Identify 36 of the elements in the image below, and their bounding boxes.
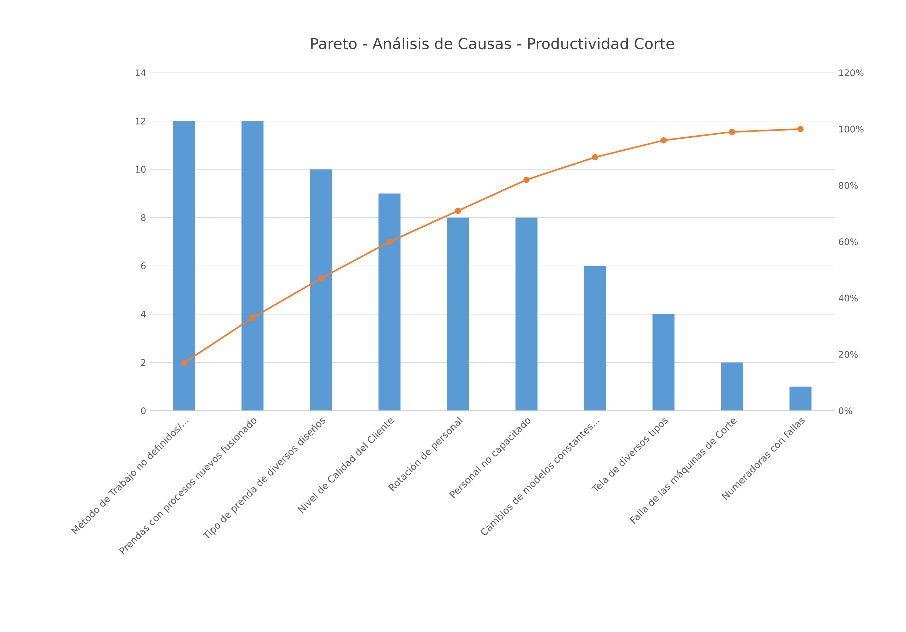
bar <box>242 121 264 411</box>
y-tick-label: 6 <box>141 262 146 270</box>
y-tick-label: 12 <box>136 118 146 125</box>
y-tick-label: 10 <box>136 166 146 173</box>
y-tick-label: 0 <box>141 408 146 414</box>
bar <box>652 314 675 411</box>
y2-tick-label: 80% <box>839 182 858 190</box>
bar <box>310 170 332 411</box>
point <box>524 176 530 184</box>
point <box>318 276 324 282</box>
y-tick-label: 8 <box>141 214 146 222</box>
bar <box>516 218 538 411</box>
bar <box>721 362 744 411</box>
bar <box>790 386 812 411</box>
point <box>250 314 256 322</box>
y2-tick-label: 20% <box>839 351 858 358</box>
point <box>181 360 188 366</box>
y2-tick-label: 0% <box>839 408 852 414</box>
point <box>729 129 736 136</box>
bar <box>584 266 606 411</box>
y-tick-label: 2 <box>141 359 146 366</box>
chart-title: Pareto - Análisis de Causas - Productividad Corte <box>311 37 674 50</box>
bar <box>447 218 470 411</box>
y2-tick-label: 100% <box>840 126 864 133</box>
y2-tick-label: 120% <box>840 70 864 76</box>
point <box>660 137 667 144</box>
point <box>455 208 462 214</box>
y2-tick-label: 60% <box>839 238 858 246</box>
point <box>386 238 393 246</box>
point <box>592 154 598 161</box>
y-tick-label: 14 <box>136 70 146 76</box>
point <box>798 126 804 132</box>
y-tick-label: 4 <box>141 311 146 318</box>
y2-tick-label: 40% <box>838 294 858 302</box>
bar <box>378 194 401 411</box>
bar <box>173 121 196 411</box>
